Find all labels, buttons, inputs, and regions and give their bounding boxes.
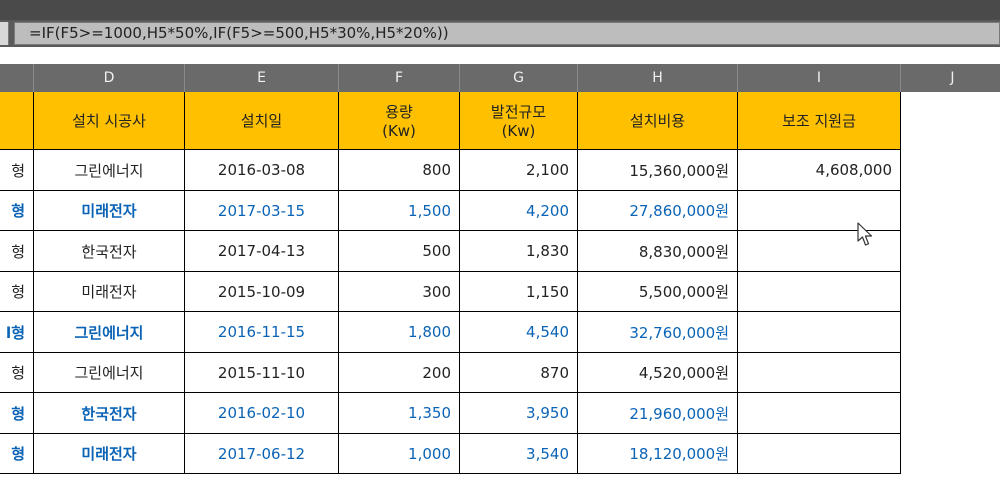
column-header-f[interactable]: F xyxy=(339,64,460,92)
cell-subsidy[interactable] xyxy=(738,393,901,434)
cell-type[interactable]: 형 xyxy=(0,150,34,191)
cell-capacity[interactable]: 200 xyxy=(339,353,460,393)
cell-scale[interactable]: 870 xyxy=(460,353,578,393)
cell-type[interactable]: l형 xyxy=(0,312,34,353)
cell-install-date[interactable]: 2015-10-09 xyxy=(185,272,339,312)
header-scale[interactable]: 발전규모 (Kw) xyxy=(460,92,578,150)
header-installer[interactable]: 설치 시공사 xyxy=(34,92,185,150)
cell-subsidy[interactable] xyxy=(738,312,901,353)
cell-installer[interactable]: 한국전자 xyxy=(34,231,185,272)
cell-cost[interactable]: 15,360,000원 xyxy=(578,150,738,191)
header-type-cell[interactable] xyxy=(0,92,34,150)
cell-installer[interactable]: 그린에너지 xyxy=(34,312,185,353)
cell-install-date[interactable]: 2017-03-15 xyxy=(185,191,339,231)
header-scale-text: 발전규모 (Kw) xyxy=(491,101,546,140)
cell-scale[interactable]: 4,200 xyxy=(460,191,578,231)
cell-cost[interactable]: 5,500,000원 xyxy=(578,272,738,312)
cell-installer[interactable]: 미래전자 xyxy=(34,434,185,474)
cell-capacity[interactable]: 1,800 xyxy=(339,312,460,353)
cell-subsidy[interactable] xyxy=(738,272,901,312)
cell-scale[interactable]: 4,540 xyxy=(460,312,578,353)
header-capacity-line2: (Kw) xyxy=(382,122,416,140)
cell-installer[interactable]: 한국전자 xyxy=(34,393,185,434)
cell-subsidy[interactable] xyxy=(738,191,901,231)
cell-type[interactable]: 형 xyxy=(0,231,34,272)
cell-capacity[interactable]: 1,000 xyxy=(339,434,460,474)
cell-cost[interactable]: 4,520,000원 xyxy=(578,353,738,393)
column-header-j[interactable]: J xyxy=(901,64,1000,92)
cell-type[interactable]: 형 xyxy=(0,191,34,231)
cell-installer[interactable]: 미래전자 xyxy=(34,272,185,312)
cell-cost[interactable]: 32,760,000원 xyxy=(578,312,738,353)
cell-installer[interactable]: 그린에너지 xyxy=(34,150,185,191)
column-header-h[interactable]: H xyxy=(578,64,738,92)
mouse-pointer-icon xyxy=(857,222,873,246)
header-scale-line1: 발전규모 xyxy=(490,103,547,121)
header-capacity[interactable]: 용량 (Kw) xyxy=(339,92,460,150)
column-header-c[interactable] xyxy=(0,64,34,92)
cell-subsidy[interactable]: 4,608,000 xyxy=(738,150,901,191)
cell-capacity[interactable]: 1,500 xyxy=(339,191,460,231)
column-header-g[interactable]: G xyxy=(460,64,578,92)
cell-capacity[interactable]: 800 xyxy=(339,150,460,191)
formula-input[interactable]: =IF(F5>=1000,H5*50%,IF(F5>=500,H5*30%,H5… xyxy=(14,22,1000,45)
cell-capacity[interactable]: 1,350 xyxy=(339,393,460,434)
cell-scale[interactable]: 3,950 xyxy=(460,393,578,434)
cell-install-date[interactable]: 2016-03-08 xyxy=(185,150,339,191)
cell-scale[interactable]: 3,540 xyxy=(460,434,578,474)
header-capacity-line1: 용량 xyxy=(385,103,413,121)
cell-type[interactable]: 형 xyxy=(0,434,34,474)
cell-cost[interactable]: 27,860,000원 xyxy=(578,191,738,231)
column-header-i[interactable]: I xyxy=(738,64,901,92)
column-header-d[interactable]: D xyxy=(34,64,185,92)
cell-subsidy[interactable] xyxy=(738,353,901,393)
header-install-date[interactable]: 설치일 xyxy=(185,92,339,150)
header-subsidy[interactable]: 보조 지원금 xyxy=(738,92,901,150)
cell-install-date[interactable]: 2017-04-13 xyxy=(185,231,339,272)
header-cost[interactable]: 설치비용 xyxy=(578,92,738,150)
name-box[interactable] xyxy=(0,22,9,45)
cell-capacity[interactable]: 500 xyxy=(339,231,460,272)
formula-bar: =IF(F5>=1000,H5*50%,IF(F5>=500,H5*30%,H5… xyxy=(0,20,1000,47)
cell-installer[interactable]: 그린에너지 xyxy=(34,353,185,393)
cell-install-date[interactable]: 2015-11-10 xyxy=(185,353,339,393)
column-header-e[interactable]: E xyxy=(185,64,339,92)
cell-install-date[interactable]: 2017-06-12 xyxy=(185,434,339,474)
cell-type[interactable]: 형 xyxy=(0,272,34,312)
cell-scale[interactable]: 1,830 xyxy=(460,231,578,272)
cell-installer[interactable]: 미래전자 xyxy=(34,191,185,231)
cell-install-date[interactable]: 2016-11-15 xyxy=(185,312,339,353)
header-capacity-text: 용량 (Kw) xyxy=(382,101,416,140)
cell-scale[interactable]: 1,150 xyxy=(460,272,578,312)
cell-subsidy[interactable] xyxy=(738,231,901,272)
cell-type[interactable]: 형 xyxy=(0,353,34,393)
toolbar-strip xyxy=(0,0,1000,20)
cell-cost[interactable]: 8,830,000원 xyxy=(578,231,738,272)
cell-install-date[interactable]: 2016-02-10 xyxy=(185,393,339,434)
cell-cost[interactable]: 18,120,000원 xyxy=(578,434,738,474)
cell-cost[interactable]: 21,960,000원 xyxy=(578,393,738,434)
cell-type[interactable]: 형 xyxy=(0,393,34,434)
cell-scale[interactable]: 2,100 xyxy=(460,150,578,191)
cell-capacity[interactable]: 300 xyxy=(339,272,460,312)
cell-subsidy[interactable] xyxy=(738,434,901,474)
header-scale-line2: (Kw) xyxy=(501,122,536,140)
